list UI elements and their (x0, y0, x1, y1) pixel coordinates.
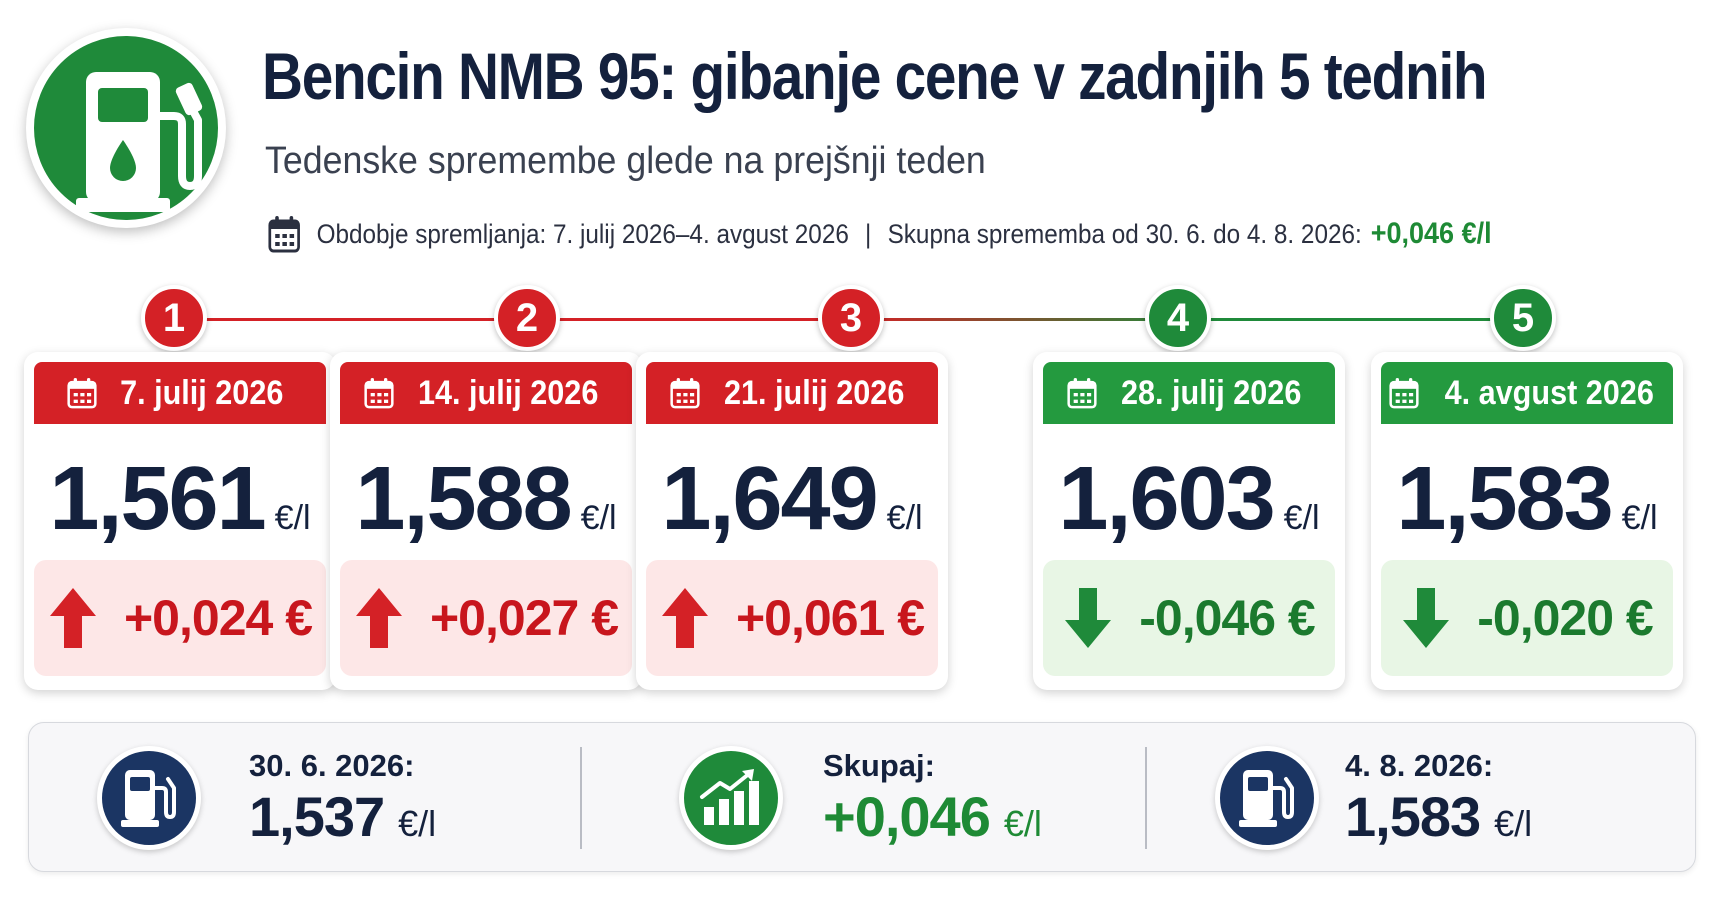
week-date: 14. julij 2026 (417, 373, 599, 412)
summary-label: 30. 6. 2026: (249, 747, 415, 783)
summary-icon (1215, 746, 1319, 850)
arrow-up-icon (355, 588, 402, 648)
timeline-line (514, 318, 854, 321)
change-value: +0,024 € (123, 590, 313, 646)
week-price: 1,583 €/l (1371, 448, 1683, 551)
summary-unit: €/l (398, 802, 437, 844)
calendar-icon (1067, 378, 1097, 409)
fuel-logo (26, 28, 226, 228)
week-price: 1,603 €/l (1033, 448, 1345, 551)
period-row: Obdobje spremljanja: 7. julij 2026–4. av… (268, 214, 1492, 254)
summary-value: +0,046 €/l (823, 784, 1042, 849)
week-card-header: 7. julij 2026 (34, 362, 326, 424)
week-card: 4. avgust 2026 1,583 €/l -0,020 € (1371, 352, 1683, 690)
step-badge: 1 (141, 285, 207, 351)
summary-label: Skupaj: (823, 747, 935, 783)
step-badge: 5 (1490, 285, 1556, 351)
week-price: 1,649 €/l (636, 448, 948, 551)
summary-unit: €/l (1494, 802, 1533, 844)
price-unit: €/l (1283, 499, 1320, 537)
change-value: +0,061 € (735, 590, 925, 646)
summary-icon (97, 746, 201, 850)
price-unit: €/l (580, 499, 617, 537)
week-price: 1,588 €/l (330, 448, 642, 551)
page-subtitle: Tedenske spremembe glede na prejšnji ted… (265, 140, 986, 182)
timeline-line (854, 318, 1194, 321)
week-card: 7. julij 2026 1,561 €/l +0,024 € (24, 352, 336, 690)
calendar-icon (670, 378, 700, 409)
change-value: -0,046 € (1139, 590, 1315, 646)
growth-chart-icon (700, 769, 759, 825)
change-box: -0,020 € (1381, 560, 1673, 676)
total-value: +0,046 €/l (1370, 217, 1492, 250)
change-box: +0,027 € (340, 560, 632, 676)
change-box: +0,061 € (646, 560, 938, 676)
week-card-header: 14. julij 2026 (340, 362, 632, 424)
arrow-down-icon (1065, 588, 1112, 648)
summary-value: 1,583 €/l (1345, 784, 1532, 849)
timeline-line (1194, 318, 1534, 321)
fuel-pump-icon (1239, 770, 1294, 827)
week-date: 28. julij 2026 (1120, 373, 1302, 412)
change-box: -0,046 € (1043, 560, 1335, 676)
price-value: 1,603 (1058, 449, 1275, 549)
week-date: 21. julij 2026 (723, 373, 905, 412)
summary-unit: €/l (1003, 802, 1042, 844)
summary-panel: 30. 6. 2026: 1,537 €/l Skupaj: +0,046 €/l (28, 722, 1696, 872)
week-card-header: 4. avgust 2026 (1381, 362, 1673, 424)
summary-end: 4. 8. 2026: 1,583 €/l (1215, 723, 1532, 873)
price-unit: €/l (274, 499, 311, 537)
week-date: 4. avgust 2026 (1444, 373, 1654, 412)
summary-text: 30. 6. 2026: 1,537 €/l (249, 748, 436, 849)
summary-icon (679, 746, 783, 850)
step-badge: 2 (494, 285, 560, 351)
arrow-up-icon (49, 588, 96, 648)
summary-divider (1145, 747, 1147, 849)
arrow-up-icon (661, 588, 708, 648)
summary-number: +0,046 (823, 784, 991, 848)
calendar-icon (1389, 378, 1419, 409)
week-card-header: 28. julij 2026 (1043, 362, 1335, 424)
price-value: 1,588 (355, 449, 572, 549)
summary-start: 30. 6. 2026: 1,537 €/l (97, 723, 436, 873)
fuel-pump-icon (76, 72, 203, 212)
week-card-header: 21. julij 2026 (646, 362, 938, 424)
calendar-icon (268, 216, 300, 253)
week-price: 1,561 €/l (24, 448, 336, 551)
change-value: +0,027 € (429, 590, 619, 646)
price-unit: €/l (1621, 499, 1658, 537)
page-title: Bencin NMB 95: gibanje cene v zadnjih 5 … (262, 39, 1488, 113)
step-badge: 4 (1145, 285, 1211, 351)
week-card: 14. julij 2026 1,588 €/l +0,027 € (330, 352, 642, 690)
change-box: +0,024 € (34, 560, 326, 676)
summary-value: 1,537 €/l (249, 784, 436, 849)
price-value: 1,583 (1396, 449, 1613, 549)
arrow-down-icon (1403, 588, 1450, 648)
price-unit: €/l (886, 499, 923, 537)
calendar-icon (364, 378, 394, 409)
summary-divider (580, 747, 582, 849)
week-card: 21. julij 2026 1,649 €/l +0,061 € (636, 352, 948, 690)
step-badge: 3 (818, 285, 884, 351)
summary-text: Skupaj: +0,046 €/l (823, 748, 1042, 849)
total-text: Skupna sprememba od 30. 6. do 4. 8. 2026… (887, 218, 1362, 249)
separator: | (865, 218, 872, 249)
summary-number: 1,537 (249, 784, 385, 848)
summary-label: 4. 8. 2026: (1345, 747, 1494, 783)
period-text: Obdobje spremljanja: 7. julij 2026–4. av… (316, 218, 849, 249)
week-date: 7. julij 2026 (120, 373, 284, 412)
change-value: -0,020 € (1477, 590, 1653, 646)
week-card: 28. julij 2026 1,603 €/l -0,046 € (1033, 352, 1345, 690)
calendar-icon (67, 378, 97, 409)
price-value: 1,561 (49, 449, 266, 549)
timeline-line (174, 318, 514, 321)
summary-text: 4. 8. 2026: 1,583 €/l (1345, 748, 1532, 849)
price-value: 1,649 (661, 449, 878, 549)
summary-total: Skupaj: +0,046 €/l (679, 723, 1042, 873)
summary-number: 1,583 (1345, 784, 1481, 848)
fuel-pump-icon (121, 770, 176, 827)
